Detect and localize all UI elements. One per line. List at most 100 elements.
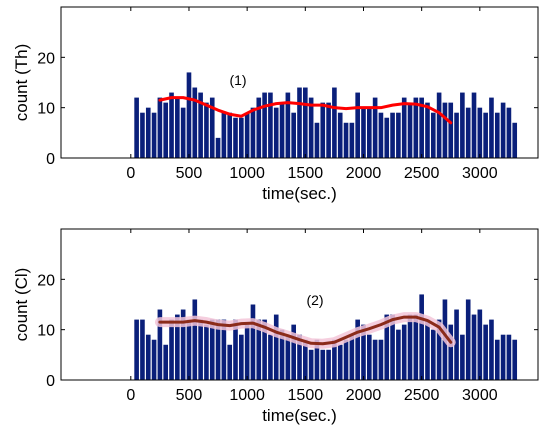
bar — [332, 339, 337, 380]
bar — [401, 97, 407, 158]
bar — [378, 339, 384, 380]
bar — [227, 344, 233, 380]
bar — [390, 314, 395, 380]
bar — [337, 344, 343, 380]
bar — [361, 107, 366, 158]
bar — [384, 314, 390, 380]
x-axis-label: time(sec.) — [262, 406, 337, 425]
bar — [186, 319, 192, 380]
bar — [378, 112, 384, 158]
bar — [320, 349, 326, 380]
bar — [343, 122, 349, 158]
bar — [221, 112, 227, 158]
bar — [273, 314, 279, 380]
bar — [169, 319, 174, 380]
x-tick-label: 1500 — [288, 165, 324, 182]
bar — [430, 329, 436, 380]
bar — [390, 112, 395, 158]
bar — [436, 319, 442, 380]
bar — [349, 122, 355, 158]
bar — [209, 319, 215, 380]
bar — [500, 102, 506, 158]
bar — [308, 97, 314, 158]
bar — [401, 324, 407, 380]
bar — [454, 112, 459, 158]
bar — [372, 339, 378, 380]
bar — [291, 324, 296, 380]
bar — [204, 324, 209, 380]
bar — [157, 309, 163, 380]
bar — [425, 102, 430, 158]
chart-panel-2: 0 500 1000 1500 2000 2500 3000 0 10 20 time(sec.) c… — [12, 228, 539, 425]
bar — [483, 324, 488, 380]
y-axis-label: count (Th) — [12, 44, 31, 121]
bar — [355, 319, 360, 380]
bar — [326, 102, 331, 158]
bar — [396, 112, 401, 158]
bar — [448, 102, 454, 158]
bar — [140, 112, 145, 158]
bar — [233, 117, 238, 158]
bar — [425, 319, 430, 380]
bar — [465, 107, 471, 158]
bar — [303, 87, 308, 158]
bar — [151, 112, 157, 158]
x-axis-label: time(sec.) — [262, 184, 337, 203]
bar — [442, 102, 448, 158]
bar — [192, 299, 198, 380]
bar — [134, 319, 139, 380]
x-tick-label: 1000 — [229, 387, 265, 404]
bar — [273, 107, 279, 158]
bar — [297, 334, 302, 380]
panel-annotation: (2) — [306, 292, 323, 308]
bar — [483, 112, 488, 158]
bar — [215, 137, 221, 158]
bar — [250, 304, 256, 380]
bar — [349, 334, 355, 380]
bar — [314, 339, 320, 380]
bar — [239, 117, 244, 158]
bar — [268, 334, 273, 380]
bar — [256, 319, 262, 380]
x-tick-label: 1500 — [288, 387, 324, 404]
bar — [175, 97, 180, 158]
x-tick-label: 1000 — [229, 165, 265, 182]
bar — [239, 334, 244, 380]
y-axis-label: count (Cl) — [12, 268, 31, 342]
bar — [279, 329, 285, 380]
y-tick-label: 0 — [46, 373, 55, 390]
bar — [372, 97, 378, 158]
bar-series — [134, 294, 518, 380]
bar — [494, 112, 500, 158]
bar — [471, 314, 477, 380]
bar — [209, 97, 215, 158]
bar — [500, 334, 506, 380]
bar — [233, 319, 238, 380]
bar — [489, 97, 494, 158]
bar — [198, 92, 203, 158]
bar — [512, 122, 518, 158]
bar — [465, 299, 471, 380]
bar — [367, 334, 372, 380]
bar — [343, 339, 349, 380]
x-tick-label: 500 — [176, 387, 203, 404]
plot-frame — [60, 6, 539, 159]
bar — [320, 102, 326, 158]
x-tick-label: 2000 — [346, 165, 382, 182]
x-tick-label: 3000 — [462, 387, 498, 404]
bar — [198, 319, 203, 380]
y-tick-label: 20 — [37, 272, 55, 289]
bar — [506, 334, 512, 380]
bar — [332, 87, 337, 158]
bar — [157, 97, 163, 158]
bar — [163, 102, 169, 158]
bar — [337, 112, 343, 158]
bar — [355, 92, 360, 158]
bar — [430, 112, 436, 158]
bar — [384, 117, 390, 158]
bar — [227, 112, 233, 158]
bar — [436, 92, 442, 158]
bar — [145, 107, 151, 158]
bar — [262, 92, 267, 158]
y-tick-label: 10 — [37, 101, 55, 118]
